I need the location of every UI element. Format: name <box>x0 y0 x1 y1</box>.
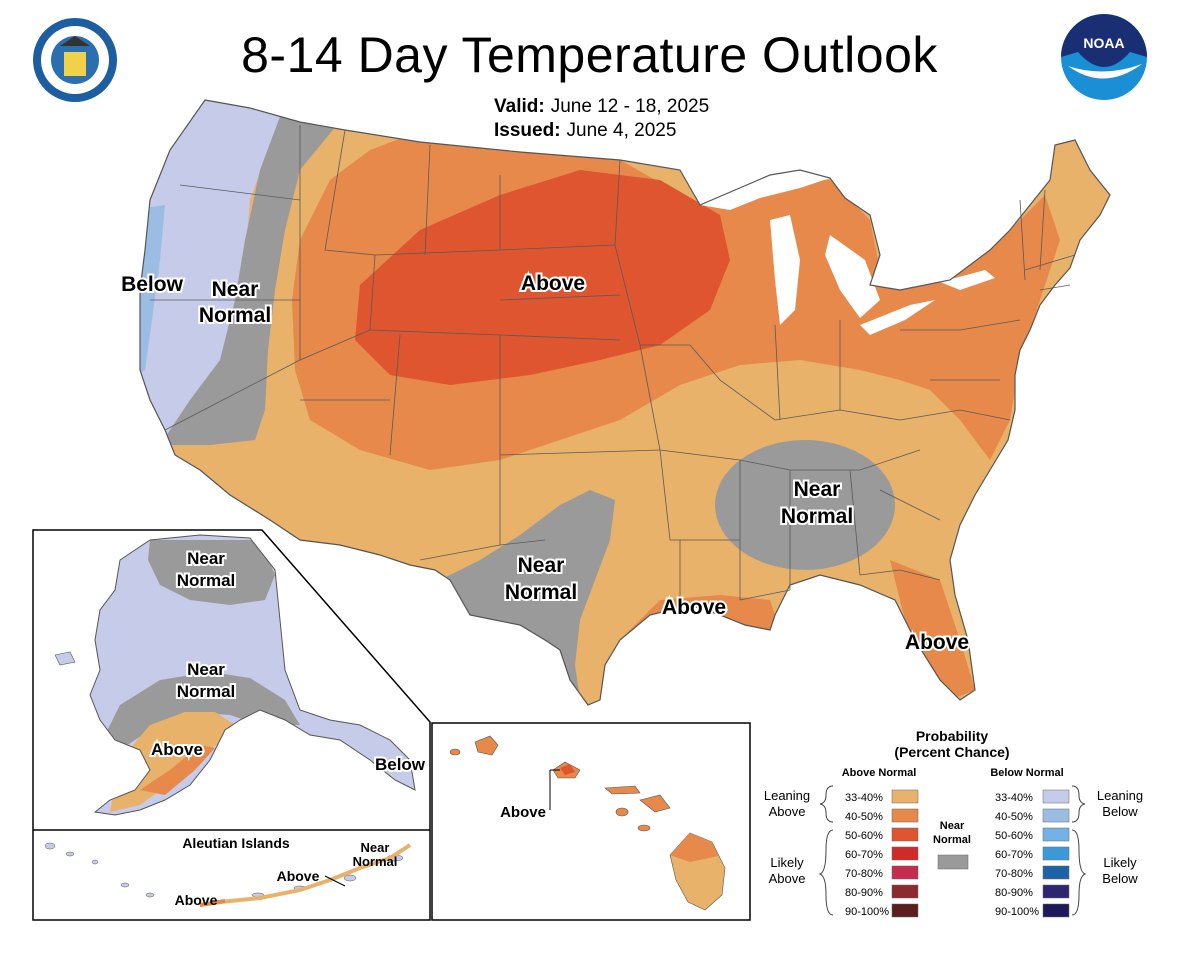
legend-below-swatch-4 <box>1042 865 1070 880</box>
legend-braces <box>818 785 1087 916</box>
legend-above-label-6: 90-100% <box>845 906 889 918</box>
legend-title-2: (Percent Chance) <box>894 744 1009 760</box>
legend-above-label-1: 40-50% <box>845 811 883 823</box>
legend-below-swatch-2 <box>1042 827 1070 842</box>
conus-map: Below Near Normal Above Near Normal Near… <box>119 99 1111 706</box>
valid-label: Valid: <box>494 96 545 117</box>
legend-below-swatch-3 <box>1042 846 1070 861</box>
legend-above-label-5: 80-90% <box>845 887 883 899</box>
ak-below-label: Below <box>375 755 426 774</box>
legend: Probability (Percent Chance) Above Norma… <box>764 728 1143 918</box>
conus-near-normal-west-fill <box>160 100 345 445</box>
legend-above-label-2: 50-60% <box>845 830 883 842</box>
conus-near-west-label-1: Near <box>212 278 259 301</box>
legend-likely-above-2: Above <box>769 871 806 886</box>
valid-value: June 12 - 18, 2025 <box>550 96 710 117</box>
legend-below-label-5: 80-90% <box>995 887 1033 899</box>
legend-leaning-below-1: Leaning <box>1097 788 1143 803</box>
lake-huron <box>825 235 880 318</box>
commerce-seal-icon <box>33 18 117 102</box>
legend-above-label-4: 70-80% <box>845 868 883 880</box>
legend-below-swatch-0 <box>1042 789 1070 804</box>
legend-above-label-0: 33-40% <box>845 792 883 804</box>
legend-likely-below-2: Below <box>1102 871 1138 886</box>
ak-near-mid-label-2: Normal <box>177 682 236 701</box>
legend-above-swatches: 33-40% 40-50% 50-60% 60-70% 70-80% 80-90% 90-1… <box>845 789 919 918</box>
legend-likely-above-1: Likely <box>770 855 804 870</box>
legend-above-swatch-1 <box>891 808 919 823</box>
legend-above-swatch-3 <box>891 846 919 861</box>
legend-below-label-1: 40-50% <box>995 811 1033 823</box>
aleutian-above-label-1: Above <box>277 868 320 884</box>
legend-leaning-above-2: Above <box>769 804 806 819</box>
ak-above-label: Above <box>151 740 203 759</box>
conus-near-texas-label-2: Normal <box>505 581 577 604</box>
ak-near-mid-label-1: Near <box>187 660 225 679</box>
legend-below-label-0: 33-40% <box>995 792 1033 804</box>
noaa-logo-icon: NOAA <box>1061 14 1147 100</box>
legend-below-swatch-6 <box>1042 903 1070 918</box>
lake-michigan <box>770 215 800 325</box>
legend-near-label-1: Near <box>940 820 965 832</box>
legend-above-swatch-0 <box>891 789 919 804</box>
noaa-logo-text: NOAA <box>1083 35 1124 51</box>
conus-near-normal-texas-fill <box>440 490 615 705</box>
conus-near-west-label-2: Normal <box>199 304 271 327</box>
legend-near-label-2: Normal <box>933 834 971 846</box>
legend-above-swatch-6 <box>891 903 919 918</box>
lake-ontario <box>940 270 995 290</box>
aleutian-above-label-2: Above <box>175 892 218 908</box>
legend-above-header: Above Normal <box>842 767 917 779</box>
conus-near-southeast-label-2: Normal <box>781 505 853 528</box>
legend-leaning-above-1: Leaning <box>764 788 810 803</box>
legend-below-swatch-1 <box>1042 808 1070 823</box>
conus-leaning-below-fill <box>140 100 290 450</box>
legend-below-label-2: 50-60% <box>995 830 1033 842</box>
legend-below-label-3: 60-70% <box>995 849 1033 861</box>
legend-title-1: Probability <box>916 728 989 744</box>
conus-near-southeast-label-1: Near <box>794 478 841 501</box>
conus-above-gulf-label: Above <box>662 596 726 619</box>
ak-near-north-label-2: Normal <box>177 571 236 590</box>
issued-value: June 4, 2025 <box>566 120 677 141</box>
legend-below-swatch-5 <box>1042 884 1070 899</box>
hawaii-inset: Above <box>431 722 751 921</box>
conus-below-label: Below <box>121 273 184 296</box>
conus-florida-above-fill <box>890 560 975 700</box>
lake-erie <box>860 300 935 335</box>
conus-above-north-label: Above <box>521 272 585 295</box>
conus-above-florida-label: Above <box>905 631 969 654</box>
legend-leaning-below-2: Below <box>1102 804 1138 819</box>
aleutian-near-label-1: Near <box>361 840 390 855</box>
aleutian-islands-title: Aleutian Islands <box>182 835 290 851</box>
legend-above-swatch-2 <box>891 827 919 842</box>
legend-above-swatch-4 <box>891 865 919 880</box>
conus-near-texas-label-1: Near <box>518 554 565 577</box>
hawaii-above-label: Above <box>500 804 546 821</box>
issued-date: Issued: June 4, 2025 <box>494 120 676 142</box>
lake-superior <box>700 168 830 210</box>
legend-above-swatch-5 <box>891 884 919 899</box>
legend-near-swatch <box>937 854 969 870</box>
issued-label: Issued: <box>494 120 561 141</box>
legend-below-label-6: 90-100% <box>995 906 1039 918</box>
alaska-inset: Near Normal Near Normal Above Below Aleu… <box>32 529 431 921</box>
legend-above-label-3: 60-70% <box>845 849 883 861</box>
ak-near-north-label-1: Near <box>187 549 225 568</box>
aleutian-near-label-2: Normal <box>353 854 398 869</box>
legend-below-label-4: 70-80% <box>995 868 1033 880</box>
legend-likely-below-1: Likely <box>1103 855 1137 870</box>
state-boundaries <box>150 125 1076 601</box>
valid-dates: Valid: June 12 - 18, 2025 <box>494 96 709 118</box>
conus-below-40-50-fill <box>140 205 165 380</box>
legend-below-swatches: 33-40% 40-50% 50-60% 60-70% 70-80% 80-90% 90-1… <box>995 789 1070 918</box>
map-title: 8-14 Day Temperature Outlook <box>241 27 938 83</box>
legend-below-header: Below Normal <box>990 767 1063 779</box>
